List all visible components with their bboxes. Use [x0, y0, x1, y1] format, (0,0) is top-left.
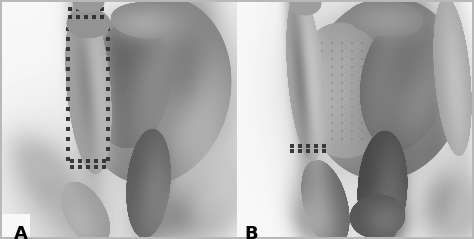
Text: B: B — [244, 225, 258, 239]
Text: A: A — [14, 225, 28, 239]
